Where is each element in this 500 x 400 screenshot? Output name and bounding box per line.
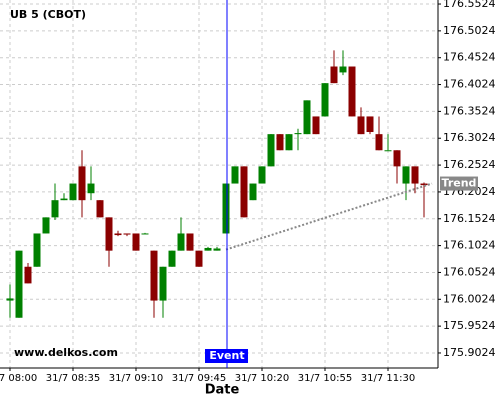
trend-label-box: [440, 176, 478, 191]
y-tick-label: 176.5524: [443, 0, 496, 10]
candle-body: [186, 233, 194, 251]
candle-body: [375, 134, 383, 151]
candle-body: [420, 183, 428, 186]
y-tick-label: 175.9024: [443, 346, 496, 359]
candle-body: [42, 217, 50, 234]
candle-body: [24, 266, 32, 284]
candle-body: [195, 250, 203, 267]
candle-body: [177, 233, 185, 251]
candle-body: [213, 248, 221, 251]
candle-body: [51, 200, 59, 218]
candle-body: [159, 266, 167, 301]
candle-body: [348, 66, 356, 117]
candle-body: [294, 133, 302, 135]
candle-body: [105, 217, 113, 251]
candle-body: [303, 100, 311, 135]
candle-body: [96, 200, 104, 218]
candle-body: [339, 66, 347, 73]
y-tick-label: 176.5024: [443, 24, 496, 37]
candle-body: [6, 298, 14, 301]
candle-body: [168, 250, 176, 267]
x-tick-label: 31/7 08:35: [46, 373, 100, 384]
x-tick-label: 31/7 10:55: [298, 373, 352, 384]
marks: [6, 50, 428, 318]
candle-body: [33, 233, 41, 267]
candle-body: [330, 66, 338, 84]
y-tick-label: 176.3524: [443, 104, 496, 117]
candle-body: [60, 198, 68, 201]
candle-body: [393, 150, 401, 167]
y-tick-label: 176.2524: [443, 158, 496, 171]
candle-body: [411, 166, 419, 184]
candle-body: [132, 233, 140, 251]
y-tick-label: 176.4524: [443, 51, 496, 64]
y-tick-label: 176.1024: [443, 239, 496, 252]
candle-body: [258, 166, 266, 184]
candle-body: [15, 250, 23, 318]
candle-body: [366, 116, 374, 133]
trend-line: [225, 182, 433, 251]
x-tick-label: 31/7 08:00: [0, 373, 37, 384]
candle-body: [69, 183, 77, 201]
candle-body: [312, 116, 320, 135]
y-tick-label: 176.3024: [443, 131, 496, 144]
candle-body: [123, 233, 131, 235]
x-tick-label: 31/7 10:20: [235, 373, 289, 384]
candle-body: [402, 166, 410, 184]
candle-body: [114, 233, 122, 236]
x-tick-label: 31/7 09:10: [109, 373, 163, 384]
candle-body: [357, 116, 365, 135]
event-label-box: [205, 349, 248, 363]
candle-body: [276, 134, 284, 151]
x-tick-label: 31/7 11:30: [361, 373, 415, 384]
candle-body: [285, 134, 293, 151]
candle-body: [204, 247, 212, 251]
event-label: Event: [209, 349, 244, 362]
x-axis-title: Date: [205, 383, 240, 398]
candle-body: [150, 250, 158, 301]
candle-body: [249, 183, 257, 201]
y-tick-label: 176.4024: [443, 78, 496, 91]
candle-body: [231, 166, 239, 184]
chart-title: UB 5 (CBOT): [10, 8, 86, 21]
candle-body: [267, 134, 275, 167]
candle-body: [78, 166, 86, 201]
trend-label: Trend: [442, 177, 477, 190]
candle-body: [222, 183, 230, 234]
candle-body: [240, 166, 248, 218]
y-tick-label: 175.9524: [443, 319, 496, 332]
candle-body: [321, 83, 329, 117]
candle-body: [141, 233, 149, 235]
y-tick-label: 176.1524: [443, 212, 496, 225]
watermark: www.delkos.com: [14, 346, 118, 359]
candle-body: [87, 183, 95, 194]
y-tick-label: 176.0524: [443, 265, 496, 278]
x-tick-label: 31/7 09:45: [172, 373, 226, 384]
y-tick-label: 176.0024: [443, 292, 496, 305]
candle-body: [384, 150, 392, 152]
